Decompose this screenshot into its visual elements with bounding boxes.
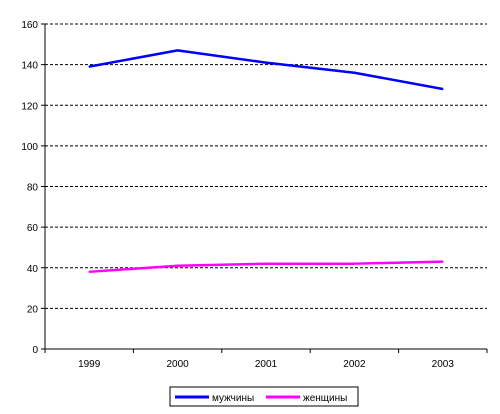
x-tick-label: 2003 — [432, 359, 455, 370]
x-tick-label: 1999 — [78, 359, 101, 370]
data-point — [442, 260, 444, 263]
y-tick-label: 100 — [21, 142, 38, 153]
y-tick-label: 20 — [27, 304, 39, 315]
y-tick-label: 0 — [32, 345, 38, 356]
data-point — [442, 88, 444, 90]
y-tick-label: 160 — [21, 20, 38, 31]
y-tick-labels: 0 20 40 60 80 100 120 140 160 — [21, 20, 38, 356]
data-point — [176, 264, 179, 267]
y-tick-label: 60 — [27, 223, 39, 234]
x-tick-label: 2000 — [166, 359, 189, 370]
y-tick-label: 120 — [21, 101, 38, 112]
gridlines — [45, 23, 487, 309]
y-tick-label: 140 — [21, 61, 38, 72]
x-tick-label: 2001 — [255, 359, 278, 370]
legend-label-1: женщины — [303, 393, 347, 404]
y-tick-label: 80 — [27, 183, 39, 194]
legend-box — [169, 386, 359, 407]
data-point — [265, 262, 267, 265]
series-lines — [88, 49, 444, 274]
data-point — [88, 65, 90, 68]
data-point — [353, 71, 356, 74]
data-point — [88, 271, 90, 273]
x-tick-label: 2002 — [343, 359, 366, 370]
data-point — [353, 262, 356, 265]
legend: мужчины женщины — [169, 386, 359, 407]
data-point — [176, 49, 179, 52]
axes — [41, 23, 488, 353]
series-line-0 — [88, 49, 444, 91]
y-tick-label: 40 — [27, 264, 39, 275]
x-tick-labels: 1999 2000 2001 2002 2003 — [78, 359, 454, 370]
data-point — [265, 61, 267, 64]
legend-label-0: мужчины — [212, 393, 254, 404]
